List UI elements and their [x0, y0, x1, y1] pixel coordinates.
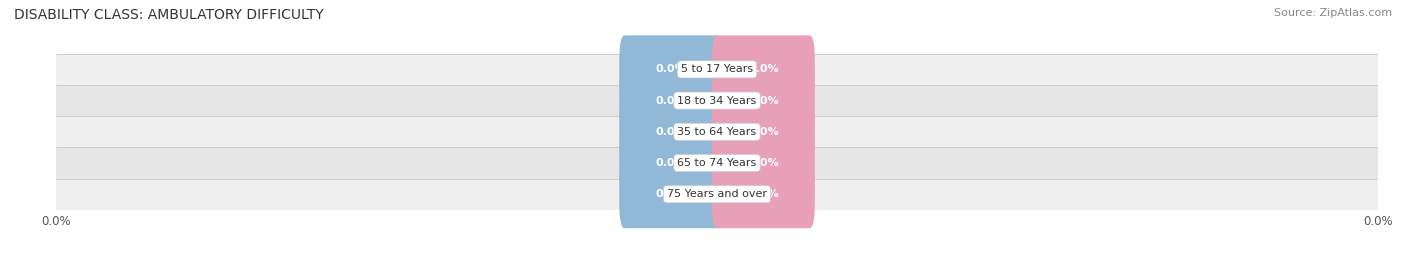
FancyBboxPatch shape	[711, 160, 815, 228]
Bar	[56, 116, 1378, 147]
Bar	[56, 85, 1378, 116]
Text: 0.0%: 0.0%	[748, 127, 779, 137]
Text: 65 to 74 Years: 65 to 74 Years	[678, 158, 756, 168]
Text: Source: ZipAtlas.com: Source: ZipAtlas.com	[1274, 8, 1392, 18]
FancyBboxPatch shape	[619, 67, 723, 134]
FancyBboxPatch shape	[619, 36, 723, 103]
FancyBboxPatch shape	[711, 98, 815, 166]
Text: 0.0%: 0.0%	[655, 127, 686, 137]
Text: 0.0%: 0.0%	[655, 64, 686, 75]
FancyBboxPatch shape	[619, 129, 723, 197]
Text: 35 to 64 Years: 35 to 64 Years	[678, 127, 756, 137]
FancyBboxPatch shape	[711, 129, 815, 197]
Text: 0.0%: 0.0%	[748, 189, 779, 199]
Text: 0.0%: 0.0%	[655, 95, 686, 106]
Text: 0.0%: 0.0%	[655, 158, 686, 168]
Text: 0.0%: 0.0%	[748, 64, 779, 75]
Text: 75 Years and over: 75 Years and over	[666, 189, 768, 199]
Bar	[56, 54, 1378, 85]
Text: 18 to 34 Years: 18 to 34 Years	[678, 95, 756, 106]
FancyBboxPatch shape	[711, 67, 815, 134]
Bar	[56, 147, 1378, 179]
FancyBboxPatch shape	[619, 160, 723, 228]
FancyBboxPatch shape	[711, 36, 815, 103]
Text: 0.0%: 0.0%	[748, 95, 779, 106]
Text: 0.0%: 0.0%	[655, 189, 686, 199]
Bar	[56, 179, 1378, 210]
Text: DISABILITY CLASS: AMBULATORY DIFFICULTY: DISABILITY CLASS: AMBULATORY DIFFICULTY	[14, 8, 323, 22]
FancyBboxPatch shape	[619, 98, 723, 166]
Text: 5 to 17 Years: 5 to 17 Years	[681, 64, 754, 75]
Text: 0.0%: 0.0%	[748, 158, 779, 168]
